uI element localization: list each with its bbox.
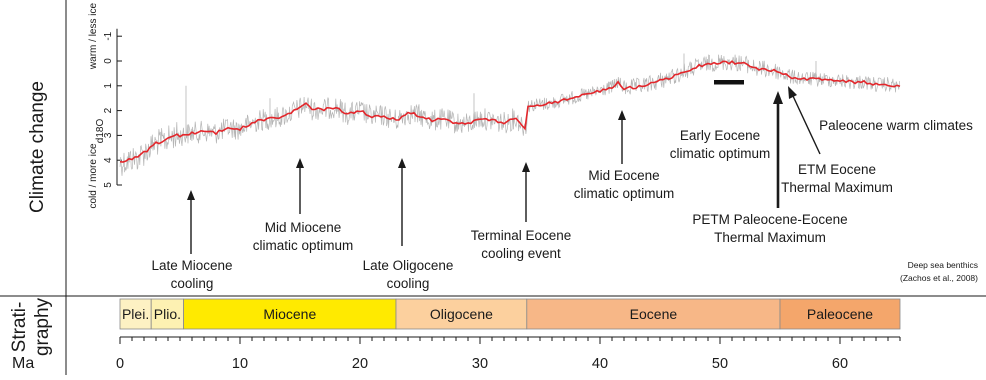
late-oligocene-line2: cooling xyxy=(387,276,430,291)
late-miocene-line2: cooling xyxy=(171,276,214,291)
petm-arrow-head xyxy=(773,91,783,104)
mid-miocene-arrow-head xyxy=(296,158,304,168)
epoch-block xyxy=(150,298,184,330)
early-eocene-line1: Early Eocene xyxy=(680,128,760,143)
early-eocene-line2: climatic optimum xyxy=(670,146,771,161)
x-axis: 0 10 20 30 40 50 60 xyxy=(116,336,901,372)
epoch-label: Oligocene xyxy=(430,306,493,322)
x-tick-label: 60 xyxy=(832,356,848,372)
raw-series-line xyxy=(119,54,900,176)
late-miocene-arrow-head xyxy=(187,190,195,200)
petm-line1: PETM Paleocene-Eocene xyxy=(692,212,847,227)
mid-miocene-line1: Mid Miocene xyxy=(265,220,342,235)
y-axis: -1 0 1 2 3 4 5 xyxy=(103,28,122,188)
stratigraphy-bar: Plei. Plio. Miocene Oligocene Eocene Paleocen… xyxy=(119,298,901,330)
x-tick-label: 40 xyxy=(592,356,608,372)
paleocene-warm-label: Paleocene warm climates xyxy=(819,118,973,133)
source-note-line1: Deep sea benthics xyxy=(908,260,978,270)
x-tick-label: 50 xyxy=(712,356,728,372)
late-oligocene-line1: Late Oligocene xyxy=(363,258,454,273)
epoch-block xyxy=(779,298,901,330)
epoch-block xyxy=(183,298,397,330)
terminal-eocene-arrow-head xyxy=(522,162,530,172)
smoothed-series-layer xyxy=(119,60,901,163)
y-tick-label: 1 xyxy=(103,83,114,89)
etm-line1: ETM Eocene xyxy=(798,162,876,177)
mid-miocene-line2: climatic optimum xyxy=(253,238,354,253)
y-tick-label: 5 xyxy=(103,182,114,188)
ma-label: Ma xyxy=(12,355,34,372)
climate-change-label: Climate change xyxy=(27,81,48,213)
y-tick-label: -1 xyxy=(103,31,114,40)
etm-line2: Thermal Maximum xyxy=(781,180,893,195)
epoch-block xyxy=(395,298,528,330)
y-label-top: warm / less ice xyxy=(88,3,99,71)
mid-eocene-arrow-head xyxy=(618,110,626,120)
epoch-block xyxy=(119,298,152,330)
raw-series-layer xyxy=(119,53,900,176)
etm-arrow-head xyxy=(788,86,797,99)
source-note-line2: (Zachos et al., 2008) xyxy=(900,273,978,283)
epoch-label: Plei. xyxy=(122,306,149,322)
terminal-eocene-line1: Terminal Eocene xyxy=(471,228,572,243)
y-tick-label: 2 xyxy=(103,107,114,113)
smoothed-series-line xyxy=(119,60,901,163)
late-miocene-line1: Late Miocene xyxy=(151,258,232,273)
y-tick-label: 4 xyxy=(103,157,114,163)
x-tick-label: 10 xyxy=(232,356,248,372)
early-eocene-bar xyxy=(714,80,744,85)
etm-arrow-shaft xyxy=(792,95,821,155)
late-oligocene-arrow-head xyxy=(398,158,406,168)
epoch-label: Plio. xyxy=(154,306,181,322)
stratigraphy-label-line2: graphy xyxy=(32,297,53,356)
epoch-label: Eocene xyxy=(630,306,678,322)
terminal-eocene-line2: cooling event xyxy=(481,246,561,261)
y-tick-label: 0 xyxy=(103,58,114,64)
y-tick-label: 3 xyxy=(103,132,114,138)
mid-eocene-line2: climatic optimum xyxy=(574,186,675,201)
epoch-label: Miocene xyxy=(263,306,316,322)
epoch-label: Paleocene xyxy=(807,306,873,322)
y-label-bottom: cold / more ice xyxy=(88,143,99,208)
stratigraphy-label-line1: Strati- xyxy=(9,302,30,353)
petm-line2: Thermal Maximum xyxy=(714,230,826,245)
x-tick-label: 20 xyxy=(352,356,368,372)
mid-eocene-line1: Mid Eocene xyxy=(588,168,659,183)
x-tick-label: 0 xyxy=(116,356,124,372)
x-tick-label: 30 xyxy=(472,356,488,372)
annotation-layer xyxy=(187,80,821,254)
y-label-mid: d18O xyxy=(95,119,106,144)
